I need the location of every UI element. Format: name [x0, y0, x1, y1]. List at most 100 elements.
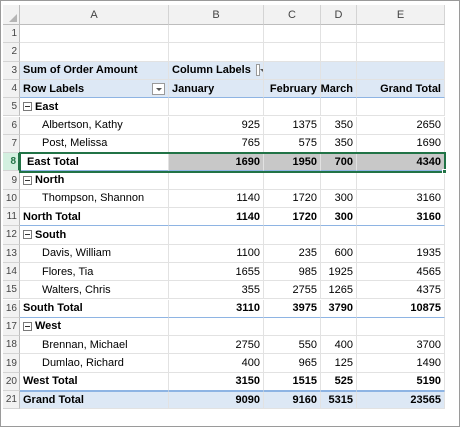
fill-handle[interactable]	[442, 169, 447, 174]
row-header[interactable]: 12	[3, 226, 20, 245]
column-header-b[interactable]: B	[169, 5, 264, 25]
row-header[interactable]: 13	[3, 244, 20, 263]
grand-total-cell[interactable]: 23565	[357, 391, 445, 410]
collapse-icon[interactable]	[23, 102, 32, 112]
total-cell[interactable]: 3160	[357, 208, 445, 227]
value-cell[interactable]: 350	[321, 116, 357, 135]
value-cell[interactable]: 350	[321, 134, 357, 154]
row-labels-filter-dropdown-icon[interactable]	[152, 82, 165, 95]
pivot-row-labels-cell[interactable]: Row Labels	[20, 79, 169, 99]
cell[interactable]	[321, 25, 357, 44]
row-header[interactable]: 16	[3, 299, 20, 318]
cell[interactable]	[169, 317, 264, 337]
total-cell[interactable]: 3150	[169, 372, 264, 391]
total-cell[interactable]: 525	[321, 372, 357, 391]
value-cell[interactable]: 550	[264, 336, 321, 355]
collapse-icon[interactable]	[23, 321, 32, 331]
value-cell[interactable]: 400	[169, 354, 264, 373]
row-header[interactable]: 1	[3, 25, 20, 44]
value-cell[interactable]: 1655	[169, 262, 264, 282]
value-cell[interactable]: 1490	[357, 354, 445, 373]
value-cell[interactable]: 925	[169, 116, 264, 135]
cell[interactable]	[321, 317, 357, 337]
value-cell[interactable]: 2755	[264, 281, 321, 300]
region-east-label[interactable]: East	[20, 98, 169, 117]
cell[interactable]	[264, 226, 321, 245]
value-cell[interactable]: 1265	[321, 281, 357, 300]
value-cell[interactable]: 3160	[357, 189, 445, 208]
region-south-label[interactable]: South	[20, 226, 169, 245]
value-cell[interactable]: 1140	[169, 189, 264, 208]
month-header-january[interactable]: January	[169, 79, 264, 99]
cell[interactable]	[264, 317, 321, 337]
pivot-value-field-label[interactable]: Sum of Order Amount	[20, 61, 169, 80]
grand-total-header[interactable]: Grand Total	[357, 79, 445, 99]
value-cell[interactable]: 300	[321, 189, 357, 208]
region-north-label[interactable]: North	[20, 171, 169, 190]
total-cell[interactable]: 4340	[357, 153, 445, 172]
cell[interactable]	[169, 25, 264, 44]
row-header[interactable]: 4	[3, 79, 20, 99]
cell[interactable]	[321, 61, 357, 80]
total-cell[interactable]: 3790	[321, 299, 357, 318]
value-cell[interactable]: 1690	[357, 134, 445, 154]
total-cell[interactable]: 5190	[357, 372, 445, 391]
cell[interactable]	[321, 98, 357, 117]
cell[interactable]	[357, 98, 445, 117]
salesperson-label[interactable]: Davis, William	[20, 244, 169, 263]
cell[interactable]	[264, 25, 321, 44]
cell[interactable]	[357, 43, 445, 62]
east-total-label[interactable]: East Total	[20, 153, 169, 172]
cell[interactable]	[169, 43, 264, 62]
month-header-march[interactable]: March	[321, 79, 357, 99]
cell[interactable]	[264, 171, 321, 190]
column-header-c[interactable]: C	[264, 5, 321, 25]
cell[interactable]	[264, 61, 321, 80]
north-total-label[interactable]: North Total	[20, 208, 169, 227]
cell[interactable]	[357, 317, 445, 337]
collapse-icon[interactable]	[23, 175, 32, 185]
total-cell[interactable]: 10875	[357, 299, 445, 318]
value-cell[interactable]: 4565	[357, 262, 445, 282]
column-header-e[interactable]: E	[357, 5, 445, 25]
total-cell[interactable]: 700	[321, 153, 357, 172]
value-cell[interactable]: 1935	[357, 244, 445, 263]
west-total-label[interactable]: West Total	[20, 372, 169, 391]
cell[interactable]	[264, 43, 321, 62]
row-header[interactable]: 11	[3, 208, 20, 227]
value-cell[interactable]: 575	[264, 134, 321, 154]
value-cell[interactable]: 400	[321, 336, 357, 355]
value-cell[interactable]: 2650	[357, 116, 445, 135]
value-cell[interactable]: 1925	[321, 262, 357, 282]
cell[interactable]	[169, 98, 264, 117]
total-cell[interactable]: 3975	[264, 299, 321, 318]
cell[interactable]	[357, 61, 445, 80]
salesperson-label[interactable]: Post, Melissa	[20, 134, 169, 154]
grand-total-label[interactable]: Grand Total	[20, 391, 169, 410]
cell[interactable]	[321, 171, 357, 190]
value-cell[interactable]: 1375	[264, 116, 321, 135]
total-cell[interactable]: 3110	[169, 299, 264, 318]
total-cell[interactable]: 1950	[264, 153, 321, 172]
total-cell[interactable]: 1690	[169, 153, 264, 172]
value-cell[interactable]: 600	[321, 244, 357, 263]
total-cell[interactable]: 1515	[264, 372, 321, 391]
pivot-column-labels-cell[interactable]: Column Labels	[169, 61, 264, 80]
total-cell[interactable]: 1140	[169, 208, 264, 227]
select-all-corner[interactable]	[3, 5, 20, 25]
salesperson-label[interactable]: Albertson, Kathy	[20, 116, 169, 135]
salesperson-label[interactable]: Flores, Tia	[20, 262, 169, 282]
total-cell[interactable]: 1720	[264, 208, 321, 227]
value-cell[interactable]: 1100	[169, 244, 264, 263]
row-header[interactable]: 19	[3, 354, 20, 373]
row-header[interactable]: 3	[3, 61, 20, 80]
value-cell[interactable]: 3700	[357, 336, 445, 355]
cell[interactable]	[357, 226, 445, 245]
row-header[interactable]: 21	[3, 391, 20, 410]
row-header[interactable]: 10	[3, 189, 20, 208]
salesperson-label[interactable]: Brennan, Michael	[20, 336, 169, 355]
value-cell[interactable]: 235	[264, 244, 321, 263]
cell[interactable]	[169, 171, 264, 190]
row-header[interactable]: 7	[3, 134, 20, 154]
column-header-d[interactable]: D	[321, 5, 357, 25]
